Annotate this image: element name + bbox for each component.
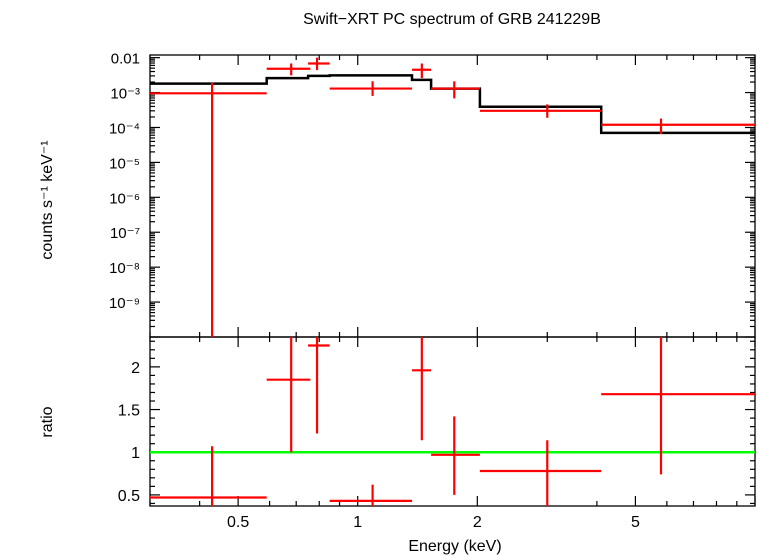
top-data-point xyxy=(601,118,755,135)
x-tick-label: 0.5 xyxy=(227,514,249,531)
top-y-tick-label: 10⁻⁹ xyxy=(109,295,140,312)
top-y-tick-label: 0.01 xyxy=(111,51,140,68)
bottom-y-tick-label: 0.5 xyxy=(118,488,140,505)
top-panel-frame xyxy=(149,54,756,338)
ratio-data-point xyxy=(329,484,413,506)
x-tick-label: 5 xyxy=(631,514,640,531)
ratio-data-point xyxy=(601,337,755,475)
top-data-point xyxy=(431,81,480,99)
top-data-point xyxy=(479,104,602,118)
chart-title: Swift−XRT PC spectrum of GRB 241229B xyxy=(303,11,601,28)
bottom-y-tick-label: 1.5 xyxy=(118,403,140,420)
top-data-point xyxy=(266,63,311,76)
bottom-panel-frame xyxy=(149,336,756,507)
top-panel: 0.01 10⁻³ 10⁻⁴ 10⁻⁵ 10⁻⁶ 10⁻⁷ 10⁻⁸ 10⁻⁹ xyxy=(109,51,756,338)
x-axis-label: Energy (keV) xyxy=(408,538,501,555)
bottom-y-axis-label: ratio xyxy=(39,406,56,437)
model-step-line xyxy=(150,74,755,135)
bottom-y-tick-label: 1 xyxy=(131,445,140,462)
top-data-point xyxy=(329,81,413,96)
ratio-data-point xyxy=(150,446,267,506)
ratio-data-point xyxy=(479,440,602,506)
ratio-data-point xyxy=(266,337,311,453)
top-y-tick-label: 10⁻⁴ xyxy=(109,120,140,137)
top-y-tick-label: 10⁻⁶ xyxy=(109,190,140,207)
top-y-tick-label: 10⁻⁷ xyxy=(110,225,140,242)
x-tick-label: 2 xyxy=(473,514,482,531)
top-y-axis-label: counts s⁻¹ keV⁻¹ xyxy=(39,140,56,259)
bottom-y-tick-label: 2 xyxy=(131,360,140,377)
top-data-point xyxy=(308,57,330,71)
x-tick-label: 1 xyxy=(353,514,362,531)
top-y-tick-label: 10⁻³ xyxy=(110,86,140,103)
top-y-tick-label: 10⁻⁵ xyxy=(109,155,140,172)
top-data-point xyxy=(150,82,267,337)
labels: Swift−XRT PC spectrum of GRB 241229B cou… xyxy=(39,11,601,555)
ratio-data-point xyxy=(431,416,480,495)
top-y-tick-label: 10⁻⁸ xyxy=(109,260,140,277)
ratio-data-point xyxy=(308,337,330,434)
ratio-data-point xyxy=(412,337,432,441)
top-data-point xyxy=(412,63,432,79)
marks xyxy=(150,57,755,506)
bottom-panel: 0.5 1 2 5 0.5 1 1.5 2 xyxy=(118,336,756,531)
